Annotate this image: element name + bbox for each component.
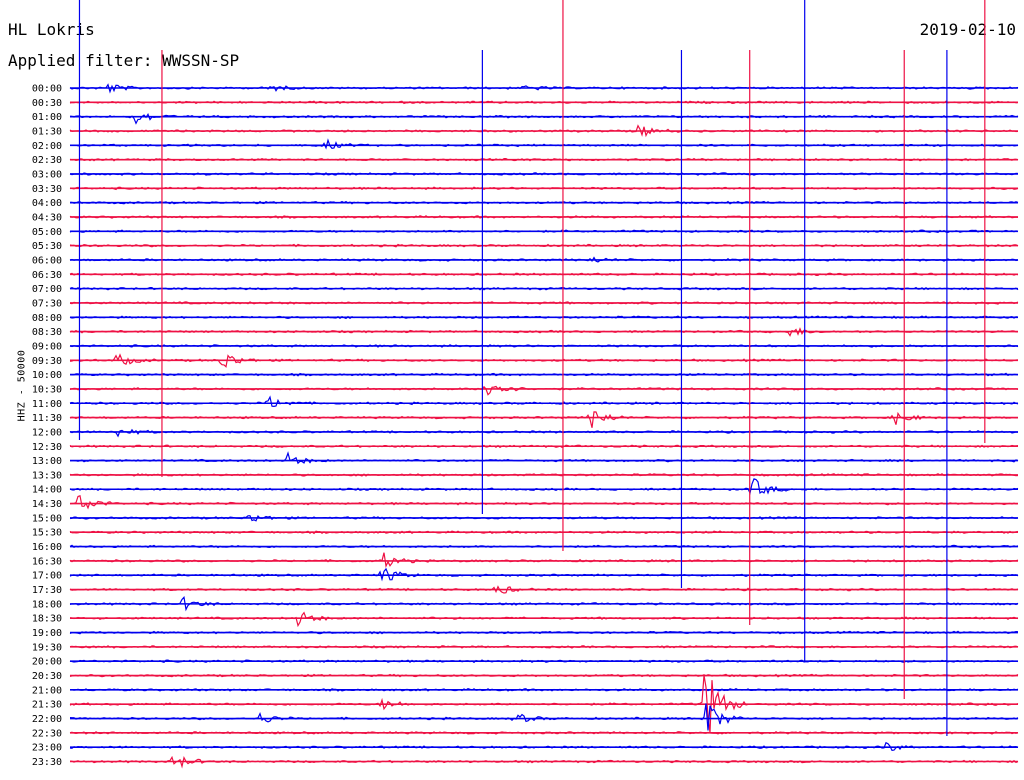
- row-time-label: 22:00: [32, 714, 62, 725]
- row-time-label: 12:30: [32, 442, 62, 453]
- row-time-label: 07:00: [32, 284, 62, 295]
- trace-line: [69, 478, 1019, 496]
- trace-line: [69, 395, 1019, 408]
- row-time-label: 14:00: [32, 485, 62, 496]
- row-time-label: 20:30: [32, 671, 62, 682]
- row-time-label: 15:00: [32, 513, 62, 524]
- trace-line: [69, 411, 1018, 428]
- trace-line: [69, 451, 1019, 465]
- row-time-label: 15:30: [32, 528, 62, 539]
- row-time-label: 20:00: [32, 657, 62, 668]
- station-title: HL Lokris: [8, 20, 95, 39]
- row-time-label: 01:30: [32, 126, 62, 137]
- row-time-label: 02:00: [32, 141, 62, 152]
- trace-line: [69, 428, 1019, 438]
- row-time-label: 04:30: [32, 212, 62, 223]
- row-time-label: 02:30: [32, 155, 62, 166]
- row-time-label: 14:30: [32, 499, 62, 510]
- row-time-label: 07:30: [32, 298, 62, 309]
- row-time-label: 16:30: [32, 556, 62, 567]
- trace-line: [69, 495, 1019, 510]
- row-time-label: 05:00: [32, 227, 62, 238]
- row-time-label: 18:30: [32, 614, 62, 625]
- trace-line: [69, 611, 1019, 628]
- row-time-label: 18:00: [32, 599, 62, 610]
- row-time-label: 03:30: [32, 184, 62, 195]
- row-time-label: 08:00: [32, 313, 62, 324]
- row-time-label: 09:30: [32, 356, 62, 367]
- filter-subtitle: Applied filter: WWSSN-SP: [8, 51, 240, 70]
- trace-line: [69, 385, 1019, 396]
- trace-line: [69, 703, 1019, 731]
- row-time-label: 00:00: [32, 84, 62, 95]
- row-time-label: 21:00: [32, 685, 62, 696]
- row-time-label: 13:30: [32, 470, 62, 481]
- row-time-label: 23:30: [32, 757, 62, 768]
- trace-line: [69, 552, 1019, 569]
- trace-line: [69, 112, 1019, 125]
- row-time-label: 19:30: [32, 642, 62, 653]
- row-time-label: 04:00: [32, 198, 62, 209]
- row-time-label: 10:30: [32, 384, 62, 395]
- row-time-label: 10:00: [32, 370, 62, 381]
- row-time-label: 01:00: [32, 112, 62, 123]
- row-time-label: 17:30: [32, 585, 62, 596]
- row-time-label: 21:30: [32, 700, 62, 711]
- row-time-label: 03:00: [32, 169, 62, 180]
- row-time-label: 12:00: [32, 427, 62, 438]
- row-time-label: 23:00: [32, 743, 62, 754]
- row-time-label: 08:30: [32, 327, 62, 338]
- row-time-label: 13:00: [32, 456, 62, 467]
- row-time-label: 11:30: [32, 413, 62, 424]
- trace-line: [69, 567, 1019, 582]
- row-time-label: 06:00: [32, 255, 62, 266]
- row-time-label: 22:30: [32, 728, 62, 739]
- trace-line: [69, 138, 1019, 150]
- row-time-label: 05:30: [32, 241, 62, 252]
- row-time-label: 00:30: [32, 98, 62, 109]
- row-time-label: 09:00: [32, 341, 62, 352]
- date-label: 2019-02-10: [919, 20, 1016, 39]
- row-time-label: 17:00: [32, 571, 62, 582]
- row-time-label: 06:30: [32, 270, 62, 281]
- row-time-label: 19:00: [32, 628, 62, 639]
- row-time-label: 11:00: [32, 399, 62, 410]
- row-time-label: 16:00: [32, 542, 62, 553]
